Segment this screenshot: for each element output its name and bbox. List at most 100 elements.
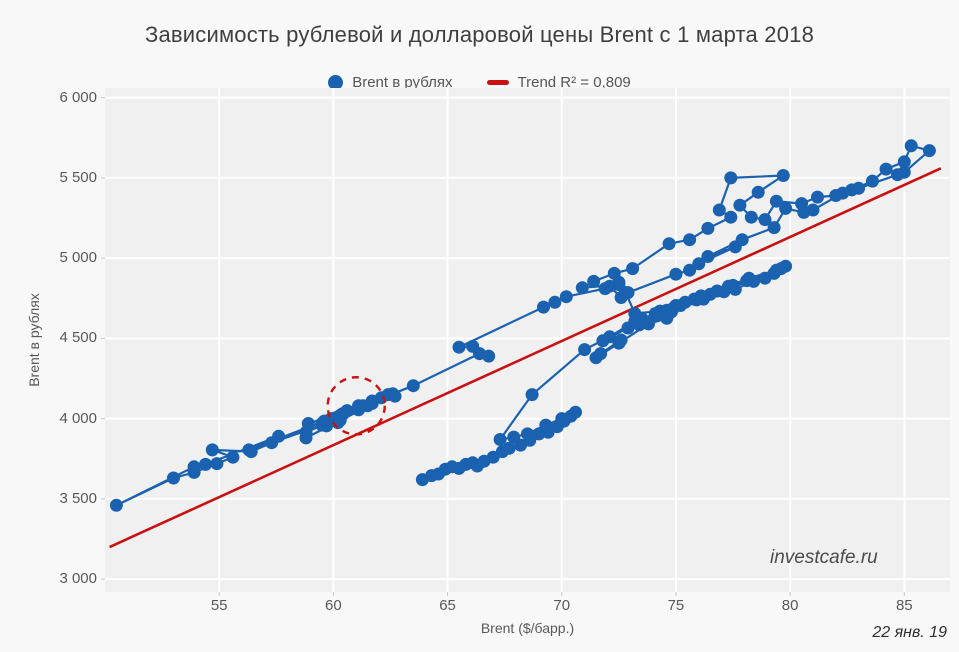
x-tick-label: 65 (439, 597, 456, 614)
data-point (758, 271, 772, 285)
data-point (596, 334, 610, 348)
legend-trend-label: Trend R² = 0,809 (517, 74, 631, 91)
data-point (724, 171, 738, 185)
data-point (769, 263, 783, 277)
data-point (199, 457, 212, 471)
data-point (769, 194, 783, 208)
data-point (653, 304, 667, 318)
x-tick-label: 80 (781, 597, 799, 614)
data-point (722, 279, 735, 293)
x-tick-label: 55 (210, 597, 228, 614)
data-point (406, 379, 420, 393)
data-point (669, 267, 683, 281)
data-point (381, 388, 395, 402)
x-tick-label: 70 (553, 597, 571, 614)
data-point (628, 307, 642, 320)
data-point (493, 433, 507, 446)
data-point (587, 274, 601, 288)
y-tick-label: 6 000 (59, 88, 97, 106)
data-point (776, 169, 790, 182)
data-point (525, 388, 539, 402)
data-point (559, 290, 573, 304)
data-point (621, 321, 635, 335)
data-point (696, 292, 710, 306)
data-point (852, 181, 866, 195)
data-point (187, 465, 201, 479)
data-point (167, 471, 180, 485)
data-point (575, 281, 589, 295)
data-point (733, 198, 747, 212)
data-point (891, 168, 904, 182)
data-point (452, 340, 466, 354)
data-point (352, 403, 365, 417)
legend-item-trend: Trend R² = 0,809 (486, 74, 631, 91)
data-point (244, 445, 258, 459)
data-point (865, 174, 879, 188)
data-point (712, 203, 726, 217)
highlight-circle (326, 376, 386, 436)
data-point (767, 221, 781, 235)
data-point (507, 430, 521, 444)
y-tick-label: 3 000 (59, 570, 97, 588)
x-axis-title: Brent ($/барр.) (480, 620, 575, 636)
data-point (301, 417, 315, 430)
data-point (612, 336, 626, 350)
data-point (555, 412, 569, 426)
date-annotation: 22 янв. 19 (872, 624, 947, 641)
data-point (751, 185, 765, 199)
data-point (502, 441, 516, 455)
data-point (692, 257, 706, 271)
x-tick-label: 85 (895, 597, 913, 614)
data-point (578, 343, 592, 357)
data-point (897, 155, 911, 169)
y-tick-label: 5 000 (59, 249, 97, 267)
data-point (879, 162, 893, 176)
trend-line (109, 167, 942, 549)
data-point (797, 205, 811, 219)
data-point (315, 418, 329, 432)
y-tick-label: 3 500 (59, 489, 97, 507)
data-point (569, 405, 582, 419)
data-point (662, 237, 676, 251)
y-tick-label: 5 500 (59, 168, 97, 186)
data-point (324, 412, 338, 426)
data-point (836, 186, 850, 200)
data-point (539, 418, 553, 432)
legend-series-label: Brent в рублях (352, 74, 453, 91)
data-point (537, 300, 550, 314)
data-point (521, 427, 534, 441)
watermark: investcafe.ru (770, 547, 878, 568)
data-point (614, 291, 628, 304)
data-point (340, 404, 354, 418)
data-point (365, 395, 379, 409)
y-tick-label: 4 000 (59, 409, 97, 427)
data-point (612, 275, 626, 289)
data-point (674, 299, 687, 312)
data-point (922, 144, 936, 158)
x-tick-label: 60 (325, 597, 342, 614)
data-point (701, 221, 715, 235)
data-point (589, 351, 603, 365)
data-point (473, 347, 486, 361)
data-point (811, 190, 824, 204)
data-point (210, 457, 224, 471)
data-point (265, 436, 279, 450)
data-point (728, 240, 742, 254)
chart-title: Зависимость рублевой и долларовой цены B… (144, 22, 815, 47)
data-point (742, 271, 756, 285)
data-point (724, 210, 738, 224)
data-point (758, 213, 772, 227)
y-tick-label: 4 500 (59, 329, 97, 347)
data-point (683, 263, 697, 277)
data-point (744, 210, 758, 224)
data-point (779, 201, 793, 215)
legend-item-series: Brent в рублях (328, 74, 453, 91)
plot-area (105, 88, 950, 592)
series-marker-icon (328, 75, 344, 90)
data-point (626, 262, 640, 276)
chart-legend: Brent в рублях Trend R² = 0,809 (0, 74, 959, 91)
data-point (205, 443, 219, 457)
data-point (598, 282, 612, 296)
